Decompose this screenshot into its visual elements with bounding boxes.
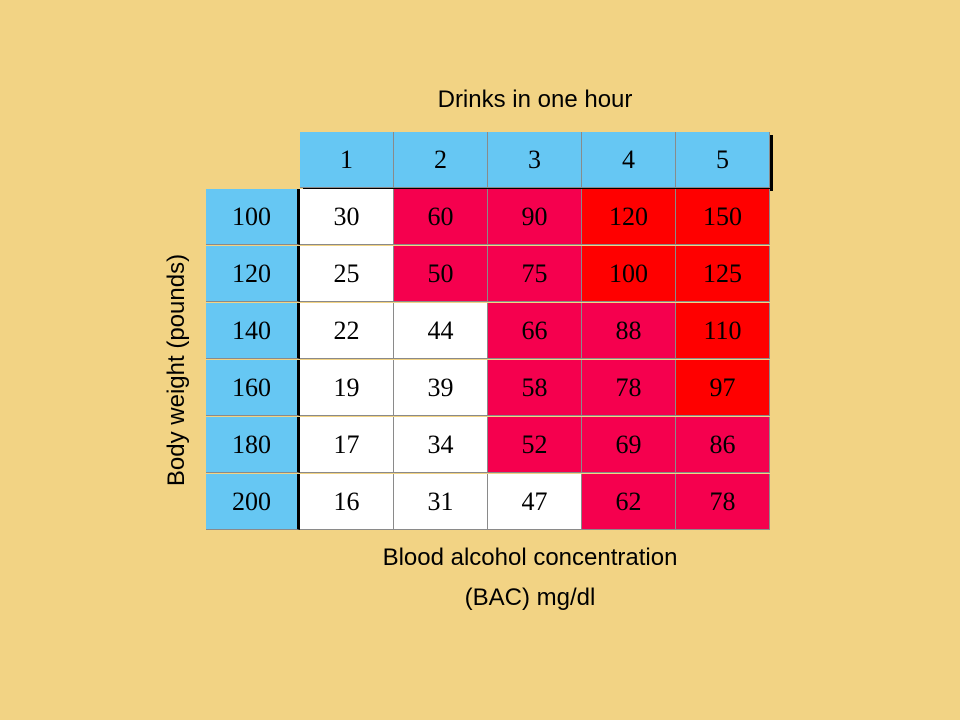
table-cell: 31 [394,474,488,530]
row-header-100: 100 [206,189,300,245]
caption-line-2: (BAC) mg/dl [464,584,596,611]
column-header-1: 1 [300,132,394,188]
table-cell: 25 [300,246,394,302]
table-cell: 86 [676,417,770,473]
table-cell: 88 [582,303,676,359]
table-cell: 78 [676,474,770,530]
table-cell: 62 [582,474,676,530]
table-cell: 97 [676,360,770,416]
table-cell: 60 [394,189,488,245]
table-cell: 16 [300,474,394,530]
table-cell: 47 [488,474,582,530]
x-axis-caption: Blood alcohol concentration (BAC) mg/dl [290,538,770,618]
table-cell: 66 [488,303,582,359]
column-header-4: 4 [582,132,676,188]
table-cell: 44 [394,303,488,359]
table-cell: 100 [582,246,676,302]
column-header-3: 3 [488,132,582,188]
table-cell: 90 [488,189,582,245]
y-axis-label: Body weight (pounds) [163,253,190,487]
row-header-140: 140 [206,303,300,359]
table-cell: 69 [582,417,676,473]
table-cell: 50 [394,246,488,302]
table-cell: 52 [488,417,582,473]
chart-title: Drinks in one hour [437,86,633,113]
table-cell: 34 [394,417,488,473]
row-header-200: 200 [206,474,300,530]
table-cell: 150 [676,189,770,245]
table-cell: 39 [394,360,488,416]
row-header-160: 160 [206,360,300,416]
caption-line-1: Blood alcohol concentration [382,544,678,571]
column-header-5: 5 [676,132,770,188]
table-cell: 17 [300,417,394,473]
row-header-180: 180 [206,417,300,473]
table-cell: 30 [300,189,394,245]
table-cell: 125 [676,246,770,302]
row-header-120: 120 [206,246,300,302]
column-header-2: 2 [394,132,488,188]
table-cell: 22 [300,303,394,359]
table-cell: 78 [582,360,676,416]
table-cell: 75 [488,246,582,302]
table-cell: 110 [676,303,770,359]
table-cell: 58 [488,360,582,416]
table-cell: 19 [300,360,394,416]
table-cell: 120 [582,189,676,245]
